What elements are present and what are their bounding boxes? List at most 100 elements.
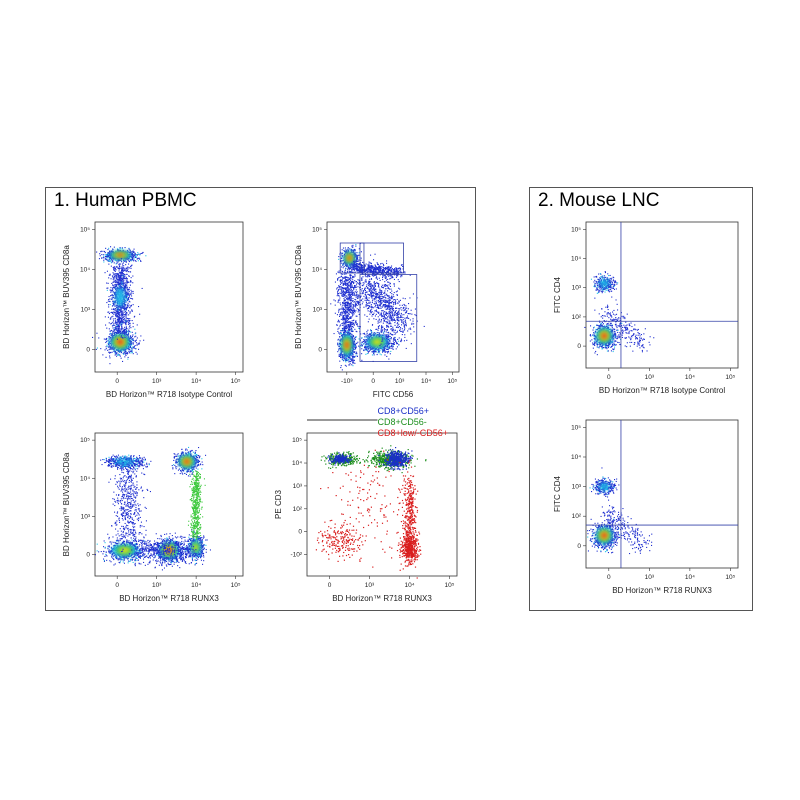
y-tick-label: 0 <box>86 347 90 354</box>
x-tick-label: 10⁴ <box>191 582 201 589</box>
y-tick-label: 10⁴ <box>292 460 302 467</box>
population-cd4neg-core-3 <box>601 532 608 539</box>
population-scatter <box>600 499 653 555</box>
legend-entry: CD8+CD56+ <box>378 406 430 416</box>
x-axis-label: BD Horizon™ R718 Isotype Control <box>106 390 233 399</box>
population-cd8-smear <box>330 262 363 338</box>
population-cd4pos <box>590 271 619 299</box>
y-axis-label: BD Horizon™ BUV395 CD8a <box>62 452 71 556</box>
population-cd4pos-core-0 <box>599 482 610 491</box>
y-tick-label: 10² <box>572 314 582 321</box>
plot-p3: 0 10³ 10⁴ 10⁵ 0 10³ 10⁴ 10⁵ BD Horizon™ R718 RUN… <box>62 432 244 603</box>
legend-entry: CD8+low/-CD56+ <box>378 428 449 438</box>
population-cd4neg-core-3 <box>601 332 608 339</box>
y-tick-label: 10³ <box>81 307 91 314</box>
x-tick-label: 0 <box>328 582 332 589</box>
population-cd8-runx3-pos <box>171 446 207 477</box>
x-tick-label: 10⁴ <box>404 582 414 589</box>
plot-p1: 0 10³ 10⁴ 10⁵ 0 10³ 10⁴ 10⁵ BD Horizon™ R718 Iso… <box>62 221 244 399</box>
population-cd8-mid <box>106 267 143 326</box>
mouse-lnc-title: 2. Mouse LNC <box>538 190 660 211</box>
mouse-lnc-panel <box>529 187 753 611</box>
x-tick-label: -10³ <box>341 378 353 385</box>
population-cd8pos <box>96 246 147 267</box>
x-axis-label: BD Horizon™ R718 RUNX3 <box>612 586 712 595</box>
plot-frame <box>326 221 460 373</box>
x-tick-label: 10⁵ <box>445 582 455 589</box>
x-tick-label: 10³ <box>645 574 655 581</box>
y-axis-label: BD Horizon™ BUV395 CD8a <box>62 245 71 349</box>
population-runx3-high-core-2 <box>193 544 198 551</box>
y-tick-label: 10⁴ <box>312 267 322 274</box>
y-tick-label: 0 <box>577 543 581 550</box>
plot-m1: 0 10³ 10⁴ 10⁵ 0 10² 10³ 10⁴ 10⁵ BD Horizon™ R718 … <box>553 221 739 395</box>
y-tick-label: 10⁵ <box>571 424 581 431</box>
x-tick-label: 0 <box>115 582 119 589</box>
population-cd8-mid-core-0 <box>115 287 125 307</box>
gate-cd8-cd56neg[interactable] <box>339 242 365 274</box>
y-tick-label: -10² <box>290 552 302 559</box>
x-tick-label: 10³ <box>152 582 162 589</box>
plot-m2: 0 10³ 10⁴ 10⁵ 0 10² 10³ 10⁴ 10⁵ BD Horizon™ R718 … <box>553 419 739 595</box>
population-cd56pos-cd8neg-core-2 <box>372 339 382 345</box>
population-neg <box>94 533 162 567</box>
x-tick-label: 0 <box>607 374 611 381</box>
population-neg-core-2 <box>119 547 131 554</box>
population-runx3neg-smear <box>107 455 151 557</box>
y-tick-label: 10⁵ <box>80 437 90 444</box>
legend-entry: CD8+CD56- <box>378 417 427 427</box>
x-axis-label: BD Horizon™ R718 Isotype Control <box>599 386 726 395</box>
population-runx3-column <box>187 470 206 540</box>
y-tick-label: 0 <box>86 552 90 559</box>
x-tick-label: 10⁵ <box>725 574 735 581</box>
y-tick-label: 10² <box>293 506 303 513</box>
population-cd8-runx3-neg <box>100 454 152 472</box>
y-axis-label: PE CD3 <box>274 490 283 519</box>
gate-cd8-cd56pos[interactable] <box>359 242 404 274</box>
y-tick-label: 10³ <box>81 513 91 520</box>
x-tick-label: 0 <box>607 574 611 581</box>
gate-cd8low-cd56pos[interactable] <box>359 274 418 362</box>
x-tick-label: 10⁴ <box>421 378 431 385</box>
y-axis-label: FITC CD4 <box>553 475 562 512</box>
population-cd4pos-core-0 <box>599 279 610 288</box>
x-tick-label: 10⁴ <box>685 574 695 581</box>
y-tick-label: 10³ <box>572 285 582 292</box>
population-cd4pos <box>589 467 620 498</box>
x-tick-label: 10⁵ <box>725 374 735 381</box>
y-tick-label: 10³ <box>293 483 303 490</box>
plot-frame <box>94 432 244 577</box>
population-runx3-high <box>182 529 211 566</box>
x-tick-label: 0 <box>115 378 119 385</box>
population-cd56pos-cd8neg <box>354 326 404 362</box>
plot-frame <box>585 419 739 569</box>
x-tick-label: 10⁵ <box>231 582 241 589</box>
population-cd8-runx3-neg-core-0 <box>116 458 134 465</box>
y-tick-label: 0 <box>577 343 581 350</box>
x-tick-label: 10⁴ <box>191 378 201 385</box>
x-tick-label: 10³ <box>152 378 162 385</box>
y-tick-label: 10⁵ <box>571 226 581 233</box>
x-tick-label: 10⁵ <box>447 378 457 385</box>
population-cd56neg-cd8neg-core-3 <box>344 341 349 349</box>
y-tick-label: 10⁵ <box>80 227 90 234</box>
x-tick-label: 0 <box>371 378 375 385</box>
y-tick-label: 10⁴ <box>571 256 581 263</box>
y-axis-label: BD Horizon™ BUV395 CD8a <box>294 245 303 349</box>
population-cd4neg <box>587 517 623 554</box>
x-tick-label: 10³ <box>395 378 405 385</box>
y-tick-label: 10⁵ <box>292 437 302 444</box>
human-pbmc-title: 1. Human PBMC <box>54 190 197 211</box>
y-tick-label: 0 <box>318 347 322 354</box>
population-cd56neg-cd8pos-core-3 <box>347 255 352 261</box>
x-tick-label: 10⁵ <box>231 378 241 385</box>
plot-frame <box>585 221 739 369</box>
legend: CD8+CD56+CD8+CD56-CD8+low/-CD56+ <box>307 406 448 438</box>
y-tick-label: 10⁴ <box>80 475 90 482</box>
x-tick-label: 10³ <box>645 374 655 381</box>
x-axis-label: BD Horizon™ R718 RUNX3 <box>119 594 219 603</box>
plot-frame <box>94 221 244 373</box>
y-tick-label: 10³ <box>572 484 582 491</box>
population-cd4neg <box>584 315 624 356</box>
